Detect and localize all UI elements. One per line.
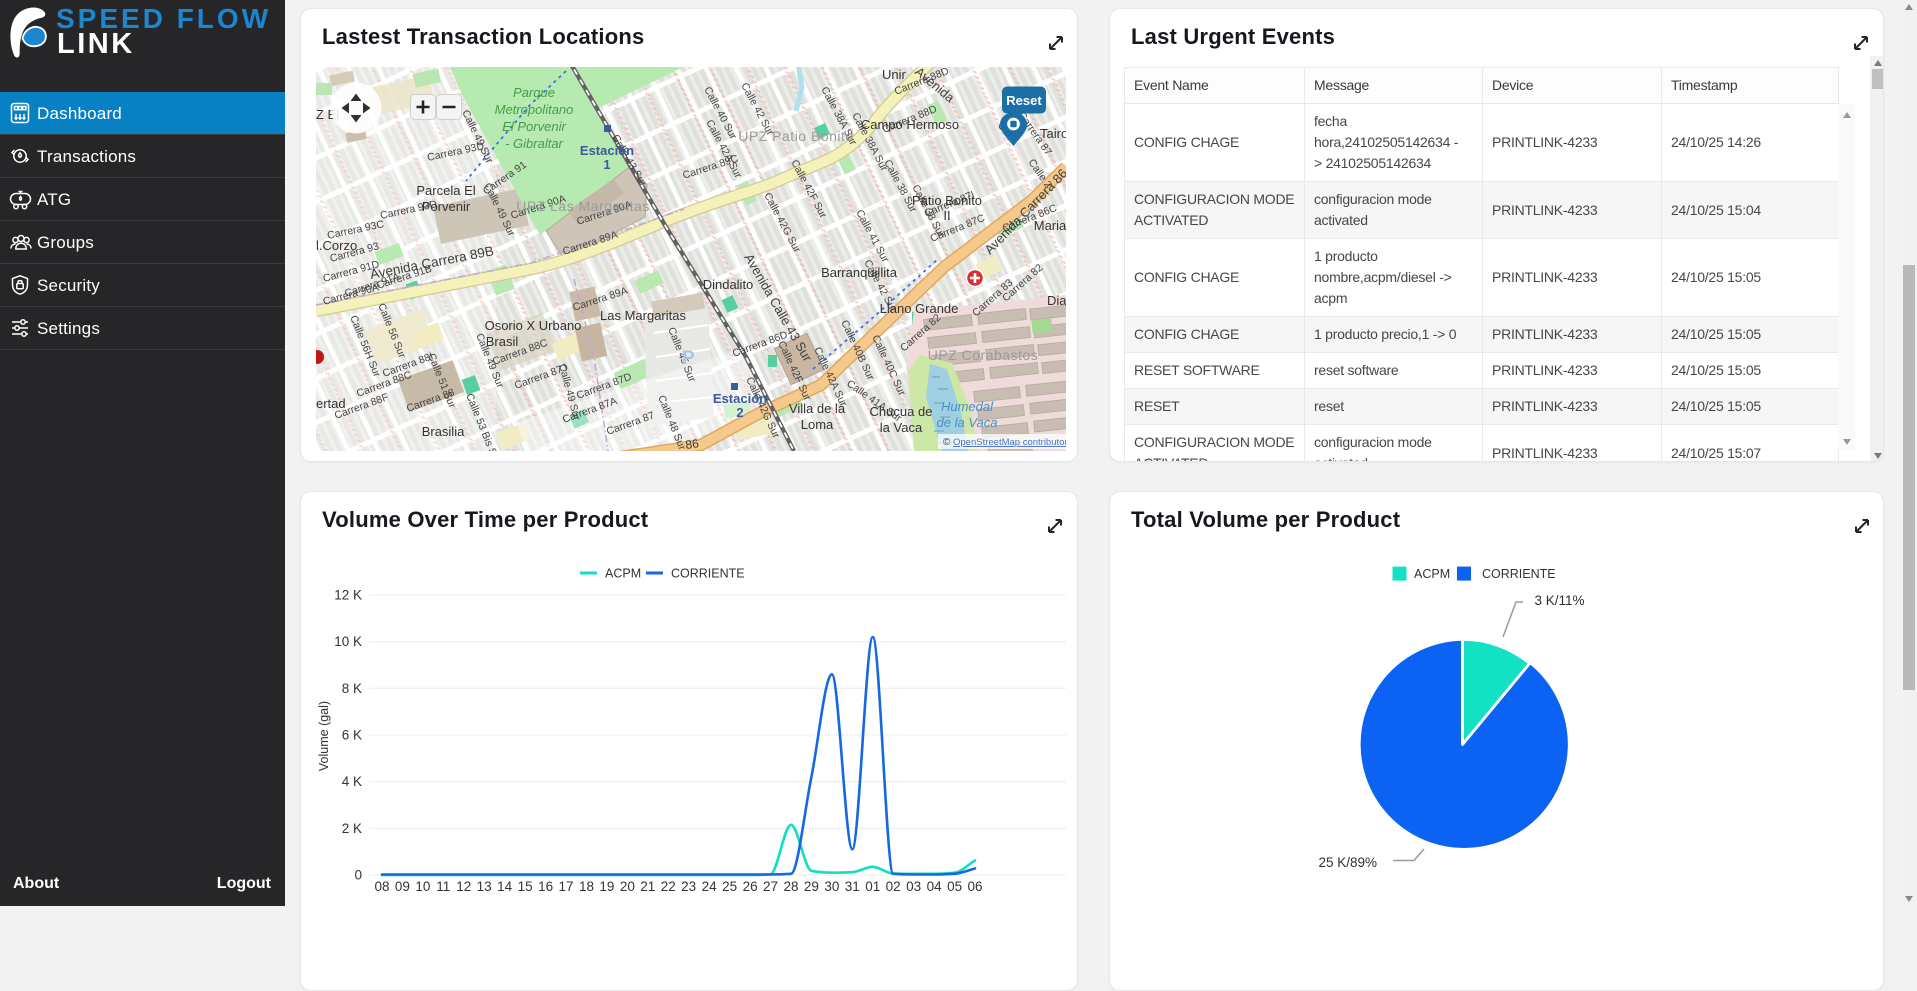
svg-text:la Vaca: la Vaca [880, 420, 923, 435]
svg-text:20: 20 [620, 879, 635, 894]
svg-text:26: 26 [743, 879, 758, 894]
svg-text:Brasilia: Brasilia [422, 424, 465, 439]
svg-text:18: 18 [579, 879, 594, 894]
svg-text:Osorio X Urbano: Osorio X Urbano [485, 318, 582, 333]
svg-text:27: 27 [763, 879, 778, 894]
svg-text:Reset: Reset [1006, 93, 1042, 108]
svg-text:- Gibraltar: - Gibraltar [505, 136, 563, 151]
svg-text:4 K: 4 K [342, 774, 362, 789]
svg-text:Parcela El: Parcela El [416, 183, 475, 198]
svg-text:Diag: Diag [1047, 293, 1066, 308]
svg-text:06: 06 [967, 879, 982, 894]
svg-text:Campo Hermoso: Campo Hermoso [861, 117, 959, 132]
svg-text:13: 13 [477, 879, 492, 894]
svg-text:8 K: 8 K [342, 681, 362, 696]
svg-text:de la Vaca: de la Vaca [937, 415, 998, 430]
svg-text:II: II [943, 208, 950, 223]
svg-text:10 K: 10 K [334, 634, 362, 649]
svg-text:Estación: Estación [580, 143, 634, 158]
svg-text:25 K/89%: 25 K/89% [1318, 855, 1377, 870]
svg-text:15: 15 [518, 879, 533, 894]
svg-text:25: 25 [722, 879, 737, 894]
svg-text:Parque: Parque [513, 85, 555, 100]
svg-text:Barranquillita: Barranquillita [821, 265, 898, 280]
svg-text:Dindalito: Dindalito [703, 277, 754, 292]
svg-text:Llano Grande: Llano Grande [880, 301, 959, 316]
svg-text:10: 10 [415, 879, 430, 894]
svg-text:Humedal: Humedal [941, 399, 994, 414]
svg-text:ACPM: ACPM [605, 567, 641, 581]
svg-text:Porvenir: Porvenir [422, 199, 471, 214]
svg-text:Volume (gal): Volume (gal) [317, 701, 331, 771]
svg-text:09: 09 [395, 879, 410, 894]
svg-text:21: 21 [640, 879, 655, 894]
svg-text:16: 16 [538, 879, 553, 894]
svg-text:23: 23 [681, 879, 696, 894]
svg-text:05: 05 [947, 879, 962, 894]
svg-text:30: 30 [824, 879, 839, 894]
svg-text:UPZ Patio Bonito: UPZ Patio Bonito [738, 128, 853, 144]
svg-text:El Porvenir: El Porvenir [502, 119, 566, 134]
svg-text:03: 03 [906, 879, 921, 894]
svg-text:©: © [943, 437, 951, 448]
svg-text:14: 14 [497, 879, 513, 894]
svg-text:1: 1 [603, 157, 610, 172]
svg-text:3 K/11%: 3 K/11% [1535, 593, 1585, 608]
svg-text:Brasil: Brasil [486, 334, 519, 349]
svg-text:29: 29 [804, 879, 819, 894]
svg-text:24: 24 [702, 879, 718, 894]
svg-text:0: 0 [354, 868, 362, 883]
svg-text:ertad: ertad [316, 396, 346, 411]
svg-text:17: 17 [558, 879, 573, 894]
svg-text:Estación: Estación [713, 391, 767, 406]
svg-text:P: P [682, 348, 695, 369]
svg-text:Unir: Unir [882, 67, 907, 82]
svg-text:Chucua de: Chucua de [870, 404, 933, 419]
svg-text:l.Corzo: l.Corzo [316, 238, 357, 253]
svg-text:6 K: 6 K [342, 728, 362, 743]
svg-text:Tairon: Tairon [1040, 126, 1066, 141]
svg-text:Villa de la: Villa de la [789, 401, 846, 416]
svg-text:UPZ Las Margaritas: UPZ Las Margaritas [516, 198, 649, 214]
svg-text:28: 28 [783, 879, 798, 894]
svg-text:2: 2 [736, 405, 743, 420]
svg-text:OpenStreetMap contributors: OpenStreetMap contributors [953, 437, 1066, 448]
svg-text:Loma: Loma [801, 417, 834, 432]
svg-text:08: 08 [374, 879, 389, 894]
svg-text:Patio Bonito: Patio Bonito [912, 193, 982, 208]
svg-text:11: 11 [436, 879, 450, 894]
svg-text:2 K: 2 K [342, 821, 362, 836]
svg-text:02: 02 [886, 879, 901, 894]
svg-text:Las Margaritas: Las Margaritas [600, 308, 686, 323]
svg-text:UPZ Corabastos: UPZ Corabastos [928, 347, 1038, 363]
svg-text:12: 12 [456, 879, 471, 894]
svg-text:CORRIENTE: CORRIENTE [1482, 567, 1556, 581]
svg-text:31: 31 [845, 879, 860, 894]
svg-text:CORRIENTE: CORRIENTE [671, 567, 745, 581]
svg-text:01: 01 [865, 879, 880, 894]
svg-text:22: 22 [661, 879, 676, 894]
svg-text:12 K: 12 K [334, 588, 362, 603]
svg-text:04: 04 [927, 879, 943, 894]
svg-text:Metropolitano: Metropolitano [495, 102, 574, 117]
svg-text:Maria: Maria [1034, 218, 1066, 233]
svg-text:19: 19 [599, 879, 614, 894]
svg-text:ACPM: ACPM [1414, 567, 1450, 581]
svg-text:86: 86 [684, 436, 699, 451]
